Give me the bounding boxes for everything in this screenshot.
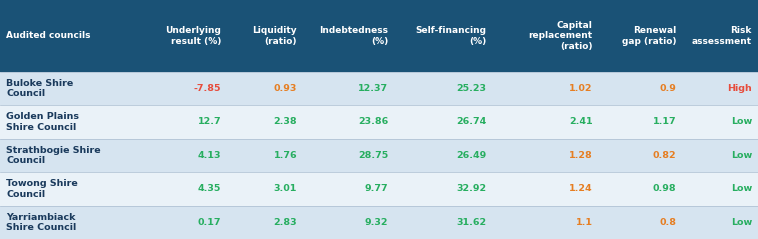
Text: 31.62: 31.62 <box>456 218 487 227</box>
Text: Yarriambiack
Shire Council: Yarriambiack Shire Council <box>6 212 77 232</box>
Text: 0.9: 0.9 <box>659 84 676 93</box>
Text: 9.77: 9.77 <box>365 184 388 193</box>
Text: Low: Low <box>731 117 752 126</box>
Text: 26.74: 26.74 <box>456 117 487 126</box>
Text: Low: Low <box>731 151 752 160</box>
Text: Strathbogie Shire
Council: Strathbogie Shire Council <box>6 146 101 165</box>
Text: 0.98: 0.98 <box>653 184 676 193</box>
Text: 2.83: 2.83 <box>274 218 297 227</box>
Text: 1.17: 1.17 <box>653 117 676 126</box>
Text: Risk
assessment: Risk assessment <box>692 26 752 46</box>
Text: Capital
replacement
(ratio): Capital replacement (ratio) <box>528 21 593 51</box>
Bar <box>0 105 758 139</box>
Text: Indebtedness
(%): Indebtedness (%) <box>319 26 388 46</box>
Text: Underlying
result (%): Underlying result (%) <box>165 26 221 46</box>
Bar <box>0 139 758 172</box>
Text: 1.24: 1.24 <box>569 184 593 193</box>
Text: 12.37: 12.37 <box>358 84 388 93</box>
Text: 2.38: 2.38 <box>274 117 297 126</box>
Text: 1.02: 1.02 <box>569 84 593 93</box>
Text: 32.92: 32.92 <box>456 184 487 193</box>
Text: 12.7: 12.7 <box>198 117 221 126</box>
Text: 26.49: 26.49 <box>456 151 487 160</box>
Text: 23.86: 23.86 <box>358 117 388 126</box>
Text: High: High <box>727 84 752 93</box>
Text: 28.75: 28.75 <box>358 151 388 160</box>
Text: 0.17: 0.17 <box>198 218 221 227</box>
Text: 9.32: 9.32 <box>365 218 388 227</box>
Bar <box>0 206 758 239</box>
Text: 1.76: 1.76 <box>274 151 297 160</box>
Text: 3.01: 3.01 <box>274 184 297 193</box>
Text: 2.41: 2.41 <box>569 117 593 126</box>
Text: Audited councils: Audited councils <box>6 31 90 40</box>
Bar <box>0 72 758 105</box>
Text: Self-financing
(%): Self-financing (%) <box>415 26 487 46</box>
Text: Liquidity
(ratio): Liquidity (ratio) <box>252 26 297 46</box>
Text: Low: Low <box>731 218 752 227</box>
Text: Towong Shire
Council: Towong Shire Council <box>6 179 78 199</box>
Text: 4.35: 4.35 <box>198 184 221 193</box>
Text: 0.8: 0.8 <box>659 218 676 227</box>
Text: Golden Plains
Shire Council: Golden Plains Shire Council <box>6 112 79 132</box>
Text: 0.93: 0.93 <box>274 84 297 93</box>
Text: 1.28: 1.28 <box>569 151 593 160</box>
Bar <box>0 172 758 206</box>
Text: 4.13: 4.13 <box>198 151 221 160</box>
Text: 0.82: 0.82 <box>653 151 676 160</box>
Text: 25.23: 25.23 <box>456 84 487 93</box>
Text: Low: Low <box>731 184 752 193</box>
Text: Buloke Shire
Council: Buloke Shire Council <box>6 79 74 98</box>
Text: 1.1: 1.1 <box>576 218 593 227</box>
Text: Renewal
gap (ratio): Renewal gap (ratio) <box>622 26 676 46</box>
Text: -7.85: -7.85 <box>194 84 221 93</box>
Bar <box>0 0 758 72</box>
